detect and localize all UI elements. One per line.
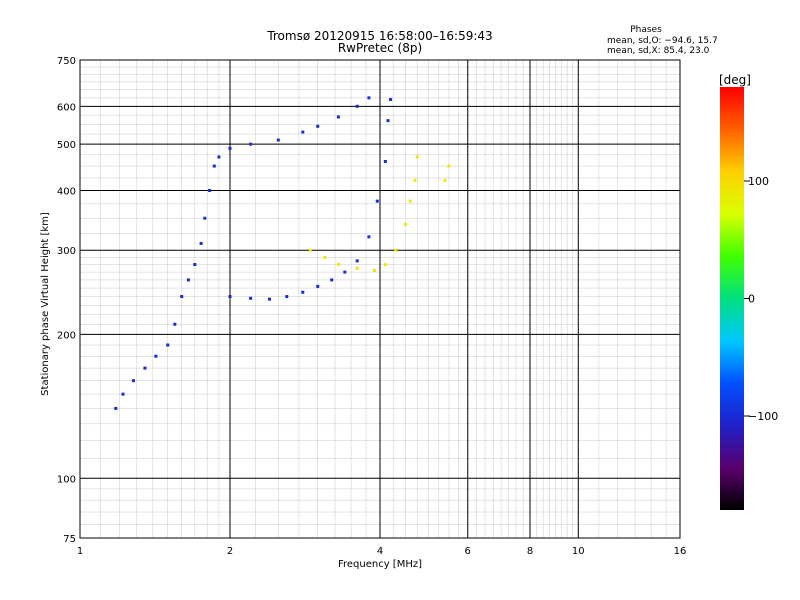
echo-point	[323, 255, 327, 259]
echo-point	[336, 115, 340, 119]
echo-point	[343, 270, 347, 274]
echo-point	[316, 284, 320, 288]
echo-point	[373, 269, 377, 273]
echo-point	[447, 164, 451, 168]
echo-point	[228, 295, 232, 299]
chart-title-line1: Tromsø 20120915 16:58:00–16:59:43	[266, 29, 492, 43]
plot-frame	[79, 59, 681, 539]
x-tick-labels: 1 2 4 6 8 10 16	[77, 546, 687, 557]
echo-point	[367, 235, 371, 239]
echo-point	[249, 142, 253, 146]
echo-point	[212, 164, 216, 168]
echo-point	[330, 278, 334, 282]
colorbar: [deg] 100 0 −100	[719, 73, 778, 510]
y-tick-label: 600	[57, 102, 76, 113]
echo-point	[355, 104, 359, 108]
x-tick-label: 6	[465, 546, 471, 557]
echo-point	[408, 199, 412, 203]
y-axis-label: Stationary phase Virtual Height [km]	[40, 212, 51, 396]
colorbar-tick-label: 100	[748, 175, 769, 188]
stats-heading: Phases	[630, 25, 662, 35]
colorbar-gradient	[720, 87, 744, 510]
x-axis-label: Frequency [MHz]	[338, 559, 422, 570]
echo-point	[386, 119, 390, 123]
echo-point	[367, 96, 371, 100]
echo-point	[383, 159, 387, 163]
echo-point	[336, 263, 340, 267]
echo-point	[154, 354, 158, 358]
chart-title-line2: RwPretec (8p)	[338, 41, 422, 55]
echo-point	[217, 155, 221, 159]
x-tick-label: 16	[674, 546, 687, 557]
x-tick-label: 2	[227, 546, 233, 557]
stats-x-mode: mean, sd,X: 85.4, 23.0	[607, 46, 710, 56]
echo-point	[355, 266, 359, 270]
echo-point	[199, 241, 203, 245]
echo-point	[394, 248, 398, 252]
echo-point	[173, 322, 177, 326]
y-tick-label: 500	[57, 140, 76, 151]
echo-point	[166, 343, 170, 347]
echo-point	[276, 138, 280, 142]
echo-point	[267, 297, 271, 301]
echo-point	[249, 296, 253, 300]
echo-point	[403, 222, 407, 226]
echo-point	[301, 130, 305, 134]
echo-point	[203, 216, 207, 220]
y-tick-label: 750	[57, 56, 76, 67]
echo-point	[228, 146, 232, 150]
colorbar-unit-label: [deg]	[719, 73, 751, 87]
echo-point	[186, 278, 190, 282]
echo-point	[415, 155, 419, 159]
echo-point	[383, 263, 387, 267]
echo-point	[375, 199, 379, 203]
major-gridlines	[80, 60, 680, 538]
echo-point	[308, 248, 312, 252]
stats-o-mode: mean, sd,O: −94.6, 15.7	[607, 36, 718, 46]
echo-point	[301, 290, 305, 294]
y-tick-label: 300	[57, 246, 76, 257]
x-tick-label: 8	[527, 546, 533, 557]
y-tick-label: 400	[57, 186, 76, 197]
echo-point	[193, 263, 197, 267]
echo-point	[355, 259, 359, 263]
echo-point	[121, 392, 125, 396]
x-tick-label: 10	[572, 546, 585, 557]
colorbar-tick-label: 0	[748, 293, 755, 306]
echo-point	[413, 178, 417, 182]
x-tick-label: 1	[77, 546, 83, 557]
y-tick-labels: 75 100 200 300 400 500 600 750	[57, 56, 76, 545]
echo-point	[143, 366, 147, 370]
echo-point	[180, 295, 184, 299]
x-tick-label: 4	[377, 546, 383, 557]
echo-point	[131, 379, 135, 383]
data-points	[114, 96, 451, 410]
echo-point	[114, 406, 118, 410]
y-tick-label: 100	[57, 474, 76, 485]
echo-point	[208, 188, 212, 192]
y-tick-label: 200	[57, 330, 76, 341]
y-tick-label: 75	[63, 534, 76, 545]
echo-point	[389, 98, 393, 102]
echo-point	[316, 124, 320, 128]
echo-point	[443, 178, 447, 182]
echo-point	[285, 295, 289, 299]
colorbar-tick-label: −100	[748, 410, 778, 423]
